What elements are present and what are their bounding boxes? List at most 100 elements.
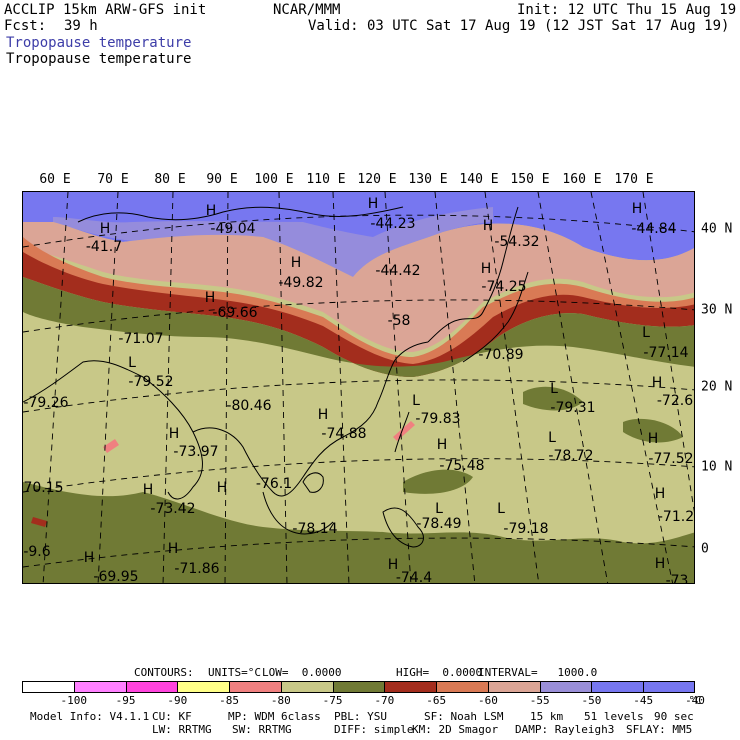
- colorbar-segment: [125, 681, 178, 693]
- temperature-label: -73: [665, 573, 689, 584]
- low-marker: L: [550, 381, 558, 397]
- temperature-label: -79.83: [415, 411, 461, 427]
- map-panel: H -49.04 H -41.7 H -44.23 H -54.32 H -44.84 H -49.8…: [22, 191, 695, 584]
- colorbar-tick-label: -80: [270, 694, 291, 707]
- temperature-label: -69.95: [93, 569, 139, 584]
- longitude-label: 130 E: [408, 172, 448, 187]
- temperature-label: -71.86: [174, 561, 220, 577]
- colorbar-tick-label: -90: [167, 694, 188, 707]
- temperature-label: -74.4: [395, 570, 433, 584]
- temperature-label: -71.2: [657, 509, 695, 525]
- high-marker: H: [216, 480, 228, 496]
- field-title-1: Tropopause temperature: [6, 35, 192, 51]
- shade-patch-minus70-c: [623, 418, 683, 443]
- temperature-label: -76.1: [255, 476, 293, 492]
- low-marker: L: [548, 430, 556, 446]
- low-marker: L: [497, 501, 505, 517]
- shade-patch-minus80: [103, 439, 119, 453]
- temperature-label: -78.49: [416, 516, 462, 532]
- high-marker: H: [83, 550, 95, 566]
- high-marker: H: [654, 486, 666, 502]
- temperature-label: -79.26: [23, 395, 69, 411]
- low-marker: L: [642, 325, 650, 341]
- init-time: Init: 12 UTC Thu 15 Aug 19: [517, 2, 737, 18]
- shade-band-minus50: [53, 207, 493, 277]
- temperature-label: -58: [387, 313, 411, 329]
- temperature-label: -75.48: [439, 458, 485, 474]
- colorbar-segment: [280, 681, 333, 693]
- longitude-label: 80 E: [154, 172, 186, 187]
- high-marker: H: [167, 541, 179, 557]
- temperature-label: -79.18: [503, 521, 549, 537]
- model-info-item: KM: 2D Smagor: [412, 723, 499, 736]
- high-marker: H: [436, 437, 448, 453]
- temperature-label: -44.84: [631, 221, 677, 237]
- model-info-item: LW: RRTMG: [152, 723, 212, 736]
- high-marker: H: [168, 426, 180, 442]
- colorbar-segment: [487, 681, 540, 693]
- model-info-item: Model Info: V4.1.1: [30, 710, 150, 723]
- latitude-label: 20 N: [701, 379, 733, 395]
- model-info-item: SFLAY: MM5: [626, 723, 693, 736]
- colorbar-unit: °C: [688, 694, 702, 707]
- temperature-label: -9.6: [23, 544, 51, 560]
- shade-band-minus55: [23, 222, 694, 352]
- temperature-label: -69.66: [212, 305, 258, 321]
- model-info-item: 15 km: [530, 710, 564, 723]
- longitude-label: 90 E: [206, 172, 238, 187]
- shade-patch-minus65: [31, 517, 47, 527]
- high-marker: H: [482, 218, 494, 234]
- longitude-label: 160 E: [562, 172, 602, 187]
- field-title-2: Tropopause temperature: [6, 51, 192, 67]
- high-marker: H: [142, 482, 154, 498]
- latitude-label: 10 N: [701, 459, 733, 475]
- low-marker: L: [128, 355, 136, 371]
- temperature-label: -44.23: [370, 216, 416, 232]
- low-marker: L: [435, 501, 443, 517]
- high-marker: H: [99, 221, 111, 237]
- longitude-label: 100 E: [254, 172, 294, 187]
- colorbar-tick-label: -70: [374, 694, 395, 707]
- model-info-item: CU: KF: [152, 710, 192, 723]
- low-marker: L: [412, 393, 420, 409]
- temperature-label: -78.72: [548, 448, 594, 464]
- high-marker: H: [651, 375, 663, 391]
- model-info-item: 90 sec: [654, 710, 694, 723]
- model-info-item: PBL: YSU: [334, 710, 387, 723]
- temperature-label: -79.31: [550, 400, 596, 416]
- shade-band-minus60: [23, 237, 694, 367]
- model-info-item: SF: Noah LSM: [424, 710, 504, 723]
- high-marker: H: [290, 255, 302, 271]
- colorbar-tick-label: -85: [219, 694, 239, 707]
- longitude-label: 110 E: [306, 172, 346, 187]
- colorbar-segment: [539, 681, 592, 693]
- contours-interval: INTERVAL= 1000.0: [478, 666, 598, 679]
- temperature-label: -54.32: [494, 234, 540, 250]
- temperature-label: -72.6: [656, 393, 694, 409]
- colorbar-tick-label: -50: [581, 694, 602, 707]
- model-info-item: SW: RRTMG: [232, 723, 292, 736]
- temperature-label: -73.42: [150, 501, 196, 517]
- temperature-label: -70.15: [22, 480, 64, 496]
- latitude-label: 0: [701, 541, 709, 557]
- model-info-item: MP: WDM 6class: [228, 710, 321, 723]
- temperature-label: -70.89: [478, 347, 524, 363]
- colorbar-tick-label: -75: [322, 694, 343, 707]
- high-marker: H: [204, 290, 216, 306]
- high-marker: H: [367, 196, 379, 212]
- colorbar-tick-label: -100: [60, 694, 88, 707]
- model-title: ACCLIP 15km ARW-GFS init: [4, 2, 207, 18]
- shade-band-minus70: [23, 277, 694, 377]
- map-svg: [23, 192, 694, 583]
- model-info-item: DIFF: simple: [334, 723, 414, 736]
- high-marker: H: [647, 431, 659, 447]
- shade-patch-minus70-b: [523, 386, 583, 411]
- temperature-label: -78.14: [292, 521, 338, 537]
- high-marker: H: [480, 261, 492, 277]
- temperature-label: -41.7: [85, 239, 123, 255]
- longitude-label: 70 E: [97, 172, 129, 187]
- temperature-label: -44.42: [375, 263, 421, 279]
- shade-band-minus65: [23, 252, 694, 377]
- colorbar-tick-label: -95: [115, 694, 136, 707]
- colorbar-segment: [73, 681, 126, 693]
